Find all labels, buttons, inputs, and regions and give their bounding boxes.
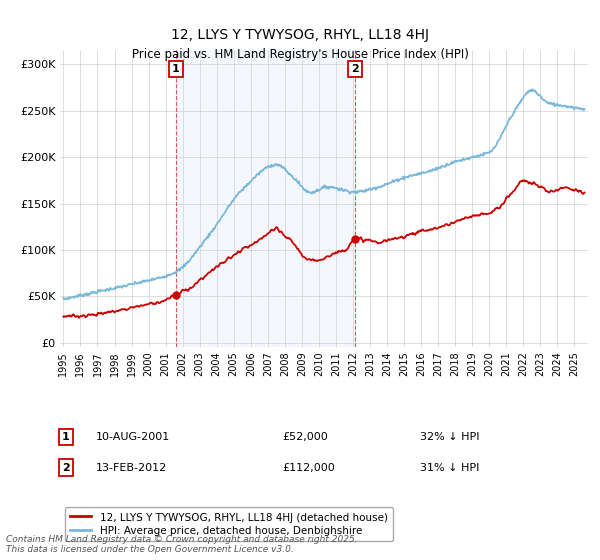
Text: 2: 2 [62, 463, 70, 473]
Text: Contains HM Land Registry data © Crown copyright and database right 2025.
This d: Contains HM Land Registry data © Crown c… [6, 535, 358, 554]
Text: 12, LLYS Y TYWYSOG, RHYL, LL18 4HJ: 12, LLYS Y TYWYSOG, RHYL, LL18 4HJ [171, 28, 429, 42]
Legend: 12, LLYS Y TYWYSOG, RHYL, LL18 4HJ (detached house), HPI: Average price, detache: 12, LLYS Y TYWYSOG, RHYL, LL18 4HJ (deta… [65, 507, 393, 541]
Text: 10-AUG-2001: 10-AUG-2001 [96, 432, 170, 442]
Text: 13-FEB-2012: 13-FEB-2012 [96, 463, 167, 473]
Text: 1: 1 [172, 64, 180, 74]
Text: Price paid vs. HM Land Registry's House Price Index (HPI): Price paid vs. HM Land Registry's House … [131, 48, 469, 60]
Text: £52,000: £52,000 [282, 432, 328, 442]
Text: 2: 2 [351, 64, 359, 74]
Text: 1: 1 [62, 432, 70, 442]
Bar [176, 50, 355, 347]
Text: 32% ↓ HPI: 32% ↓ HPI [420, 432, 479, 442]
Text: £112,000: £112,000 [282, 463, 335, 473]
Text: 31% ↓ HPI: 31% ↓ HPI [420, 463, 479, 473]
